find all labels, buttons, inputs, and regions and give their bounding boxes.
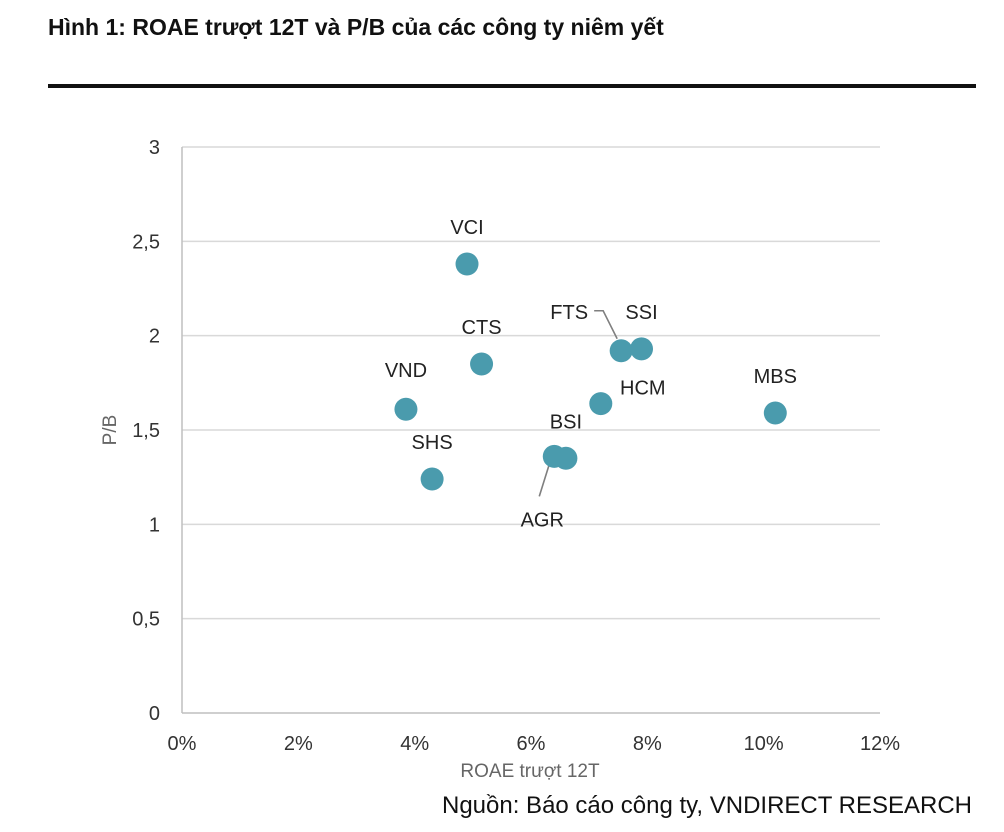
x-tick-label: 0% <box>168 733 197 755</box>
scatter-chart: 0 0,5 1 1,5 2 2,5 3 0% 2% 4% 6% 8% 10% 12% ROAE trượt … <box>100 137 900 782</box>
x-tick-label: 2% <box>284 733 313 755</box>
y-tick-label: 0 <box>149 703 160 725</box>
title-rule <box>48 84 976 88</box>
figure-title: Hình 1: ROAE trượt 12T và P/B của các cô… <box>48 14 664 40</box>
x-tick-label: 4% <box>400 733 429 755</box>
data-point-ssi <box>630 337 654 361</box>
x-tick-label: 6% <box>517 733 546 755</box>
point-label-bsi: BSI <box>550 411 582 433</box>
point-label-mbs: MBS <box>754 366 797 388</box>
point-label-ssi: SSI <box>625 302 657 324</box>
leader-line <box>594 309 618 340</box>
x-tick-label: 10% <box>744 733 784 755</box>
data-point-mbs <box>763 401 787 425</box>
data-point-vci <box>455 252 479 276</box>
point-label-hcm: HCM <box>620 378 666 400</box>
point-label-vci: VCI <box>450 217 483 239</box>
data-point-shs <box>420 467 444 491</box>
data-point-vnd <box>394 397 418 421</box>
y-axis-title: P/B <box>100 415 121 446</box>
point-label-fts: FTS <box>550 302 588 324</box>
leader-line <box>538 464 551 497</box>
point-label-cts: CTS <box>462 317 502 339</box>
data-point-hcm <box>589 392 613 416</box>
y-tick-label: 1 <box>149 514 160 536</box>
point-label-vnd: VND <box>385 360 427 382</box>
data-point-fts <box>609 339 633 363</box>
x-tick-label: 8% <box>633 733 662 755</box>
source-note: Nguồn: Báo cáo công ty, VNDIRECT RESEARC… <box>442 792 972 819</box>
y-tick-label: 2,5 <box>132 231 160 253</box>
data-point-cts <box>470 352 494 376</box>
y-tick-label: 0,5 <box>132 609 160 631</box>
y-tick-label: 2 <box>149 326 160 348</box>
point-label-agr: AGR <box>521 509 564 531</box>
y-tick-label: 1,5 <box>132 420 160 442</box>
y-tick-label: 3 <box>149 137 160 159</box>
x-axis-title: ROAE trượt 12T <box>460 761 600 782</box>
data-point-agr <box>542 444 566 468</box>
x-tick-label: 12% <box>860 733 900 755</box>
point-label-shs: SHS <box>412 432 453 454</box>
